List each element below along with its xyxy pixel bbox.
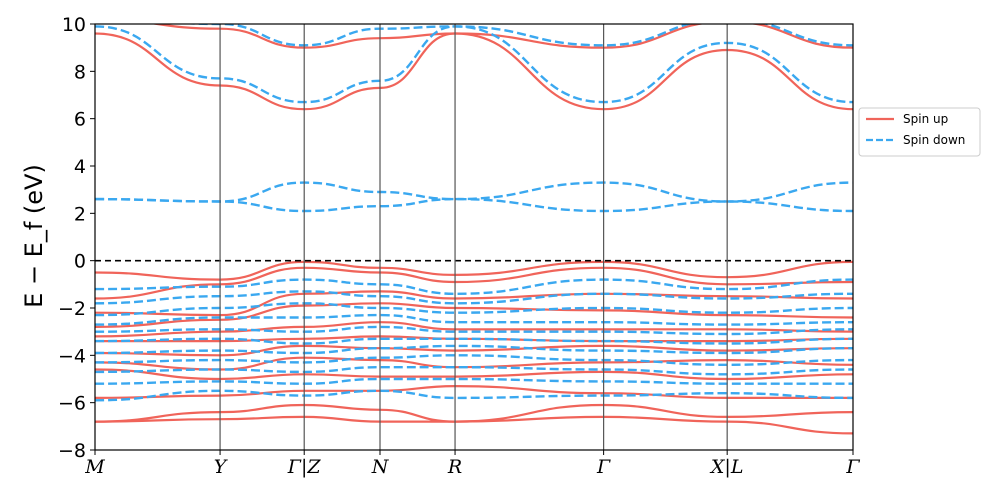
legend-spin-down-label: Spin down xyxy=(903,133,965,147)
x-tick-label: R xyxy=(447,456,462,478)
legend: Spin up Spin down xyxy=(858,107,981,157)
y-tick-label: 0 xyxy=(74,251,86,273)
y-tick-label: −2 xyxy=(58,298,86,320)
spin-up-band xyxy=(149,24,853,49)
plot-frame xyxy=(94,23,854,451)
spin-down-band xyxy=(95,354,853,367)
spin-up-band xyxy=(95,344,853,357)
spin-down-band xyxy=(95,302,853,317)
x-tick-label: Γ|Z xyxy=(287,456,322,478)
spin-down-band xyxy=(95,197,853,213)
spin-up-band xyxy=(95,321,853,338)
band-lines xyxy=(95,24,853,435)
spin-down-band xyxy=(95,366,853,376)
y-tick-label: 2 xyxy=(74,203,86,225)
spin-down-band xyxy=(95,377,853,385)
spin-up-band xyxy=(95,415,853,435)
spin-down-band xyxy=(95,389,853,402)
x-tick-label: M xyxy=(84,456,105,478)
spin-up-band xyxy=(95,32,853,111)
spin-down-band xyxy=(95,325,853,336)
spin-up-band xyxy=(95,260,853,281)
spin-down-band xyxy=(95,337,853,345)
x-tick-label: N xyxy=(371,456,390,478)
spin-up-band xyxy=(95,302,853,328)
y-axis-label: E − E_f (eV) xyxy=(20,164,48,308)
y-tick-label: 8 xyxy=(74,61,86,83)
legend-spin-up-label: Spin up xyxy=(903,112,948,126)
spin-down-band xyxy=(181,24,853,47)
spin-down-band xyxy=(95,344,853,355)
high-symmetry-lines xyxy=(95,24,853,450)
x-tick-label: Y xyxy=(214,456,229,478)
spin-up-band xyxy=(95,290,853,317)
y-tick-label: 6 xyxy=(74,109,86,131)
spin-down-band xyxy=(95,313,853,326)
x-tick-label: Γ xyxy=(845,456,860,478)
y-tick-label: 10 xyxy=(62,14,86,36)
spin-down-band xyxy=(95,25,853,104)
y-tick-label: 4 xyxy=(74,156,86,178)
y-tick-label: −6 xyxy=(58,393,86,415)
spin-down-band xyxy=(95,278,853,296)
y-tick-label: −4 xyxy=(58,345,86,367)
spin-down-band xyxy=(95,290,853,305)
spin-up-band xyxy=(95,368,853,381)
y-tick-label: −8 xyxy=(58,440,86,462)
x-tick-label: Γ xyxy=(596,456,611,478)
axes: M Y Γ|Z N R Γ X|L Γ −8 −6 −4 −2 0 2 4 6 8 10 xyxy=(58,14,860,478)
spin-up-band xyxy=(95,384,853,400)
spin-up-band xyxy=(95,403,853,423)
x-tick-label: X|L xyxy=(709,456,744,478)
spin-up-band xyxy=(95,266,853,300)
